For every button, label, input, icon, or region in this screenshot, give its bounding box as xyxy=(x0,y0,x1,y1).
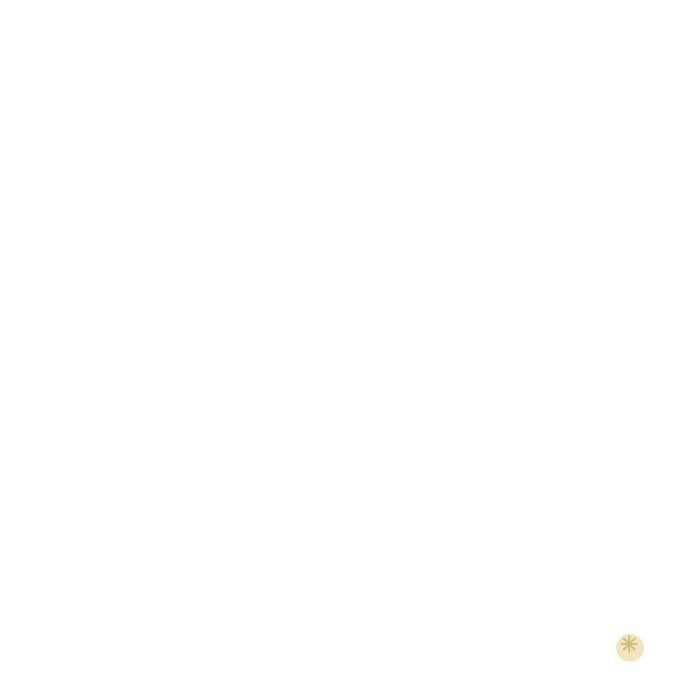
fan-performance-chart xyxy=(0,0,700,700)
